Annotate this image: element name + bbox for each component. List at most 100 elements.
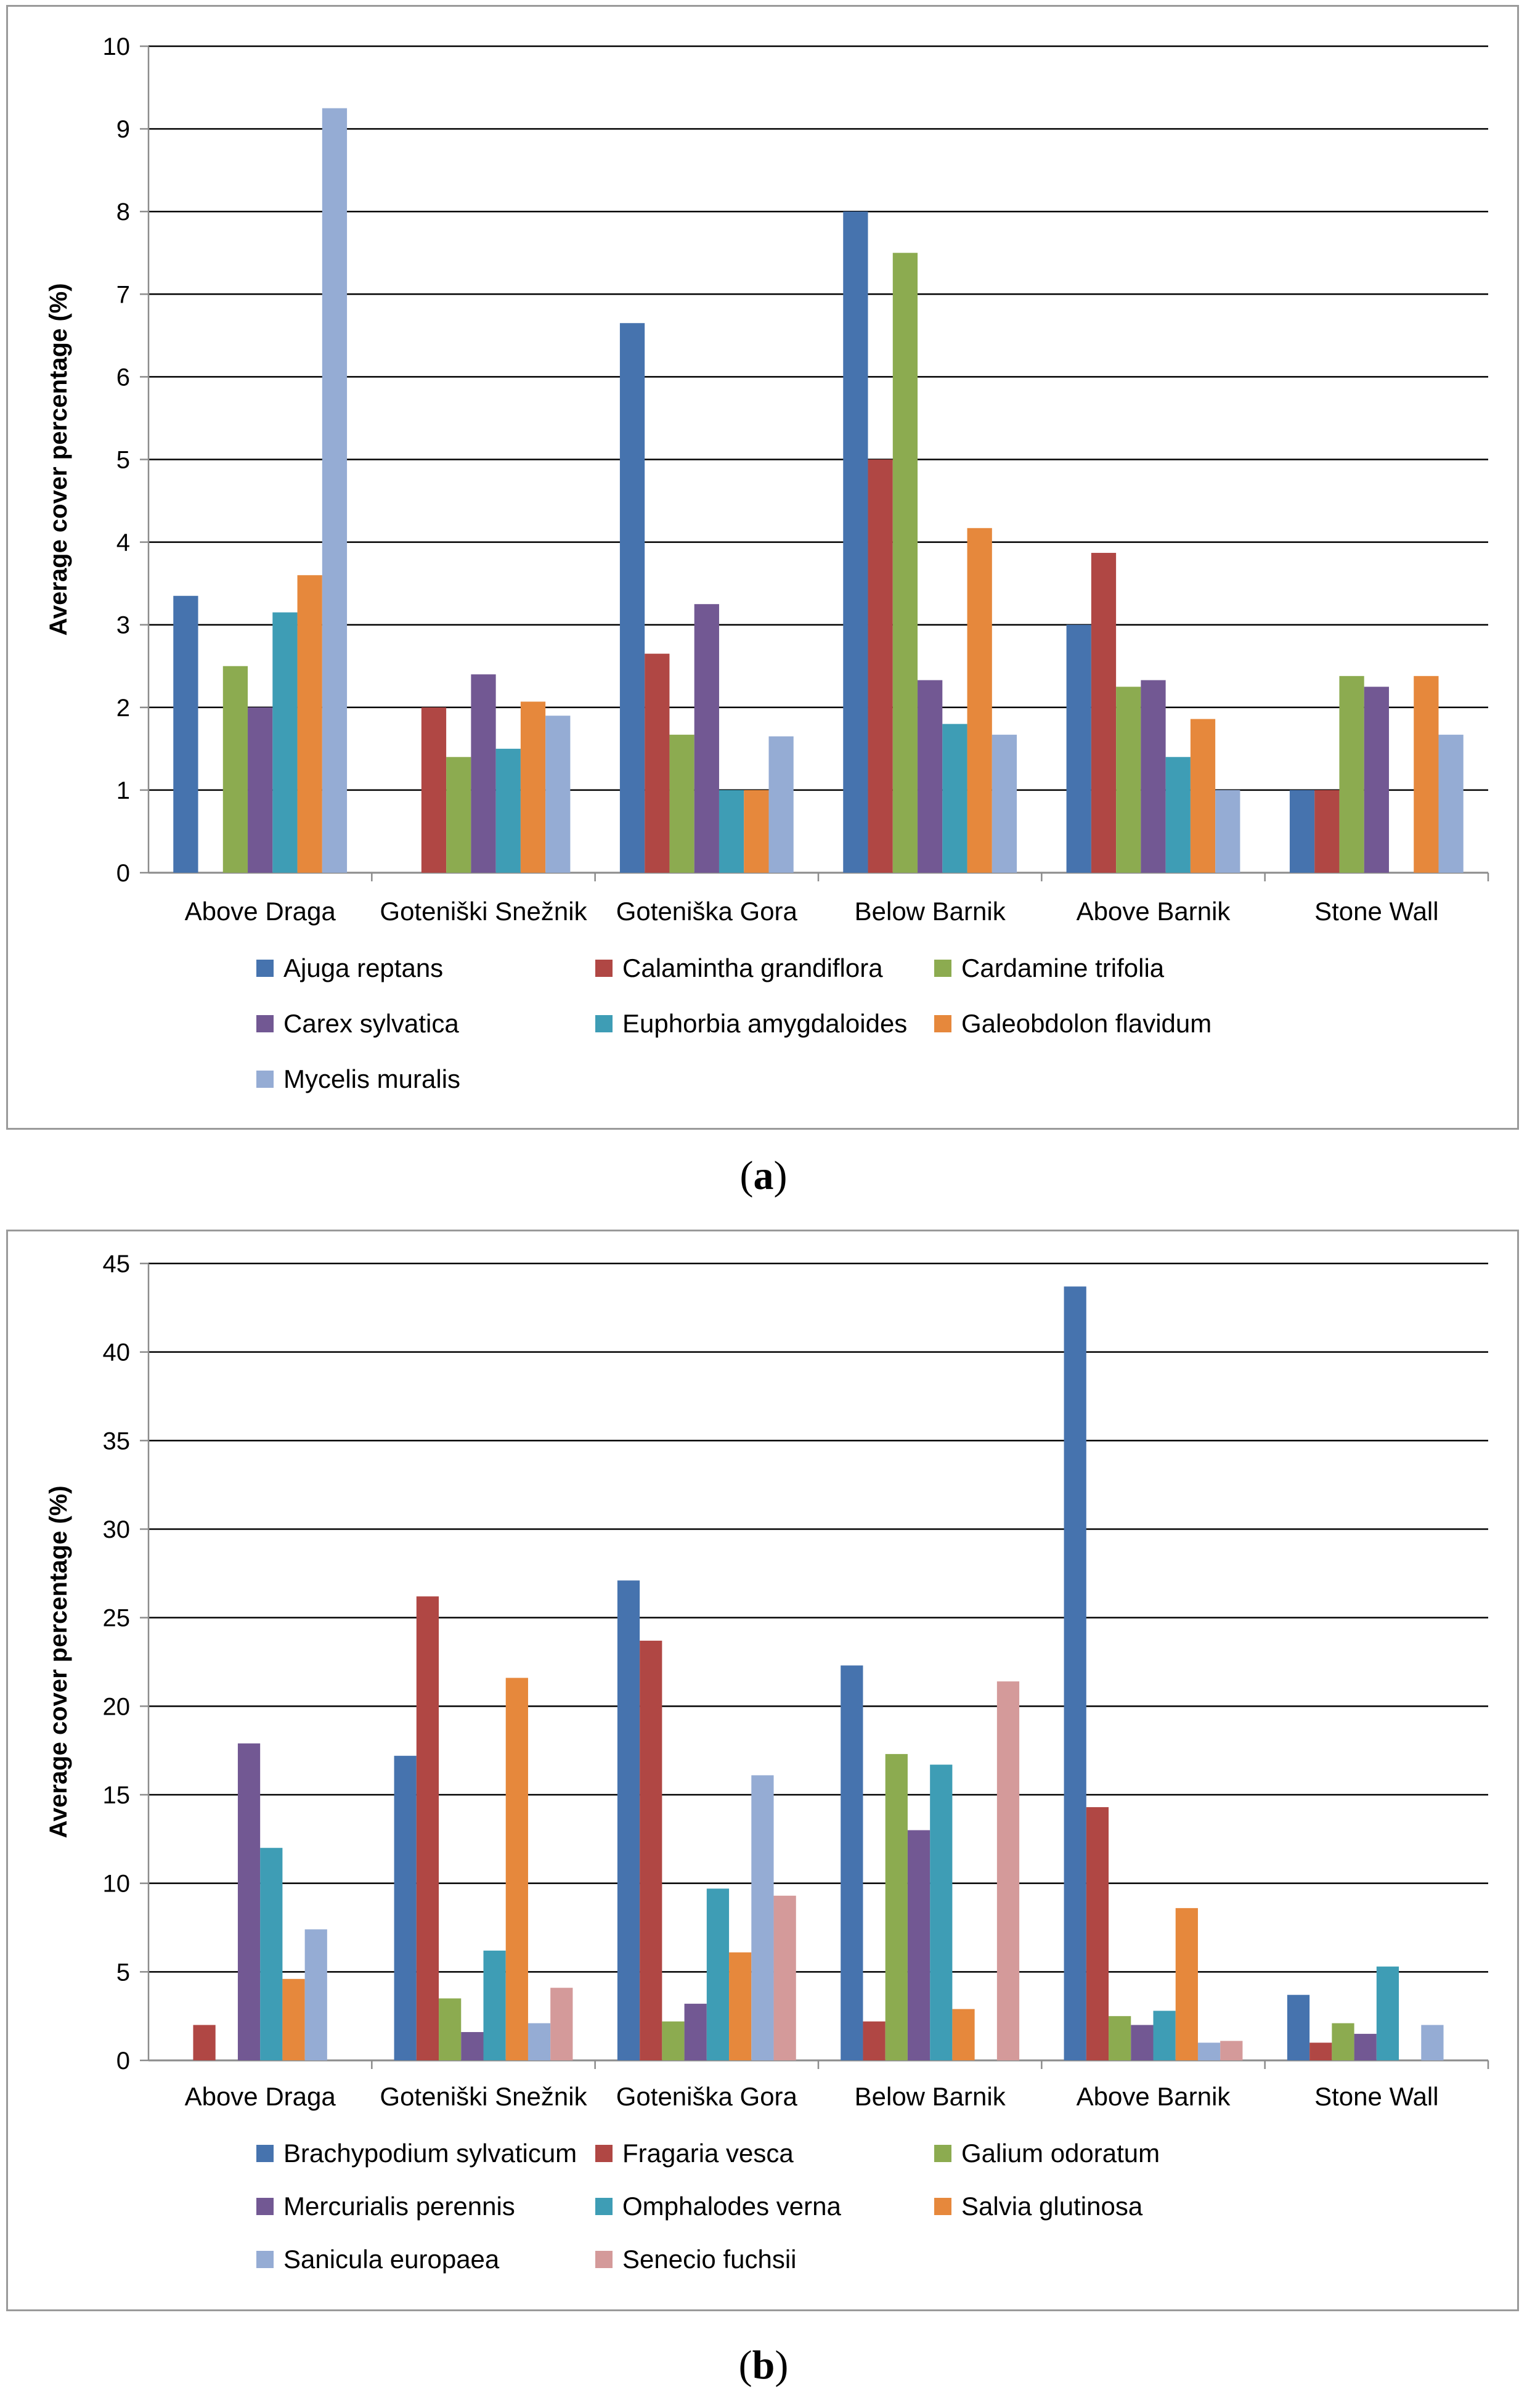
bar	[322, 108, 348, 873]
bar	[1091, 553, 1117, 873]
bar	[483, 1950, 506, 2060]
bar	[617, 1580, 640, 2060]
y-tick-label: 2	[116, 695, 130, 722]
bar	[1220, 2041, 1243, 2060]
bar	[260, 1848, 283, 2060]
legend-swatch	[595, 1015, 613, 1032]
bar	[619, 323, 645, 873]
bar	[640, 1641, 662, 2060]
chart-panel-a: 0 1 2 3 4 5 6 7 8 9 10 Average cover percentage (%)…	[6, 5, 1519, 1130]
legend-label: Mycelis muralis	[283, 1064, 460, 1093]
bar	[505, 1678, 528, 2060]
bar	[751, 1775, 774, 2060]
bar	[918, 680, 943, 873]
legend-swatch	[934, 960, 951, 977]
legend-swatch	[256, 2251, 274, 2268]
caption-b: (b)	[738, 2343, 789, 2388]
bar	[1086, 1807, 1109, 2060]
y-tick-label: 5	[116, 447, 130, 474]
x-category-label: Goteniška Gora	[616, 2082, 798, 2111]
bar	[1309, 2043, 1332, 2060]
legend-swatch	[934, 2145, 951, 2162]
bar	[992, 735, 1017, 873]
legend-label: Cardamine trifolia	[961, 953, 1165, 982]
bar	[237, 1743, 261, 2060]
bar	[1289, 790, 1315, 873]
x-category-label: Above Draga	[185, 2082, 336, 2111]
y-tick-label: 40	[103, 1339, 131, 1366]
bar	[996, 1681, 1020, 2060]
bar	[1175, 1908, 1198, 2060]
y-tick-label: 25	[103, 1605, 131, 1632]
bar	[439, 1998, 462, 2060]
y-tick-label: 7	[116, 281, 130, 308]
x-category-label: Above Draga	[185, 897, 336, 926]
bar	[173, 595, 198, 873]
bar	[1141, 680, 1166, 873]
legend-swatch	[934, 1015, 951, 1032]
bar	[1064, 1286, 1086, 2060]
bar	[1215, 790, 1240, 873]
legend-swatch	[256, 1015, 274, 1032]
legend-label: Euphorbia amygdaloides	[622, 1009, 907, 1038]
bar	[545, 716, 571, 873]
legend-label: Fragaria vesca	[622, 2139, 794, 2168]
y-tick-label: 20	[103, 1693, 131, 1720]
y-tick-label: 10	[103, 33, 131, 60]
x-category-label: Stone Wall	[1314, 897, 1439, 926]
y-axis-label: Average cover percentage (%)	[45, 1485, 72, 1838]
bar	[892, 253, 918, 873]
bar	[461, 2032, 484, 2060]
bar	[550, 1988, 573, 2060]
y-tick-label: 45	[103, 1251, 131, 1278]
y-tick-label: 1	[116, 777, 130, 804]
bar	[773, 1895, 796, 2060]
bar	[1190, 719, 1216, 873]
legend-swatch	[595, 2198, 613, 2215]
x-category-label: Stone Wall	[1314, 2082, 1439, 2111]
bar	[1376, 1966, 1399, 2060]
bar	[1339, 675, 1364, 873]
bar	[248, 707, 273, 873]
bar	[495, 748, 521, 873]
legend-label: Carex sylvatica	[283, 1009, 459, 1038]
caption-a-letter: a	[753, 1153, 774, 1198]
bar	[706, 1888, 730, 2060]
bar	[272, 612, 298, 873]
bar	[1153, 2010, 1176, 2060]
y-tick-label: 0	[116, 860, 130, 887]
bar	[527, 2023, 551, 2060]
y-tick-label: 6	[116, 364, 130, 391]
bar	[868, 459, 893, 873]
y-tick-label: 0	[116, 2047, 130, 2075]
bar	[282, 1978, 305, 2060]
y-tick-label: 3	[116, 612, 130, 639]
bar	[719, 790, 744, 873]
caption-b-letter: b	[752, 2343, 775, 2388]
bar	[471, 674, 496, 873]
chart-panel-b: 0 5 10 15 20 25 30 35 40 45 Average cover percenta…	[6, 1230, 1519, 2311]
x-category-label: Above Barnik	[1077, 897, 1231, 926]
y-tick-label: 35	[103, 1427, 131, 1455]
bar	[1332, 2023, 1354, 2060]
bar	[446, 757, 471, 873]
legend-label: Senecio fuchsii	[622, 2245, 797, 2274]
bar	[952, 2009, 975, 2060]
bar-chart-a: 0 1 2 3 4 5 6 7 8 9 10 Average cover percentage (%)…	[45, 33, 1489, 1093]
x-category-label: Below Barnik	[855, 897, 1006, 926]
y-tick-label: 5	[116, 1959, 130, 1986]
x-category-label: Above Barnik	[1077, 2082, 1231, 2111]
bar	[930, 1765, 953, 2060]
bar	[1421, 2025, 1444, 2060]
x-category-label: Below Barnik	[855, 2082, 1006, 2111]
bar	[1414, 675, 1439, 873]
bar	[520, 701, 546, 873]
bar	[1116, 687, 1141, 873]
legend-swatch	[595, 2251, 613, 2268]
x-category-label: Goteniška Gora	[616, 897, 798, 926]
caption-a: (a)	[739, 1153, 788, 1198]
bar	[297, 575, 322, 873]
bar	[942, 724, 967, 873]
bar	[662, 2021, 685, 2060]
bar	[1287, 1994, 1310, 2060]
